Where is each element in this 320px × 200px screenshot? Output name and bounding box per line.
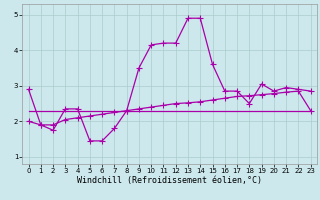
X-axis label: Windchill (Refroidissement éolien,°C): Windchill (Refroidissement éolien,°C): [77, 176, 262, 185]
